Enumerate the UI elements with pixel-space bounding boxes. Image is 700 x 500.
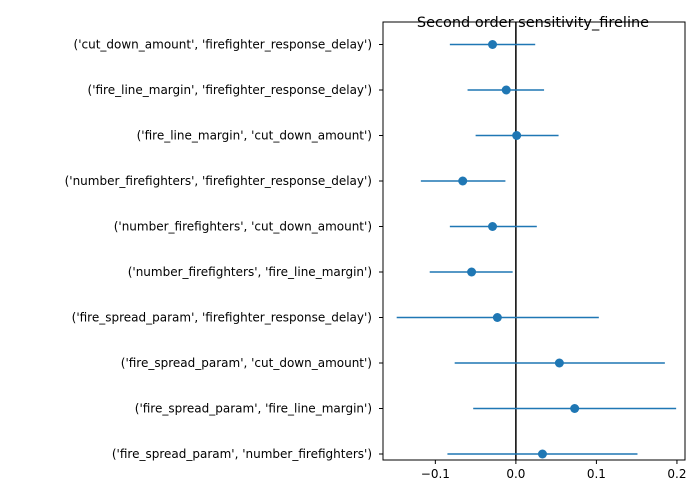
- data-point: [492, 313, 502, 322]
- data-point: [458, 176, 468, 186]
- data-point: [467, 267, 477, 277]
- y-tick-label: ('fire_spread_param', 'number_firefighte…: [112, 447, 372, 461]
- x-tick-label: −0.1: [421, 467, 450, 481]
- x-tick-label: 0.1: [587, 467, 606, 481]
- axes-frame: [382, 21, 686, 461]
- x-tick-label: 0.2: [667, 467, 686, 481]
- data-point: [512, 131, 522, 140]
- data-point: [537, 449, 547, 459]
- x-tick-label: 0.0: [506, 467, 525, 481]
- y-tick-label: ('fire_spread_param', 'cut_down_amount'): [121, 356, 372, 370]
- y-tick-label: ('fire_spread_param', 'firefighter_respo…: [72, 311, 372, 325]
- data-point: [488, 40, 498, 49]
- y-tick-label: ('number_firefighters', 'cut_down_amount…: [114, 220, 372, 234]
- y-tick-label: ('number_firefighters', 'fire_line_margi…: [128, 265, 372, 279]
- chart-title: Second order sensitivity_fireline: [417, 15, 649, 31]
- data-point: [501, 85, 511, 95]
- plot-area: −0.1 0.0 0.1 0.2 ('cut_down_amount', 'firefi…: [65, 22, 686, 481]
- y-tick-label: ('fire_spread_param', 'fire_line_margin'…: [135, 402, 372, 416]
- y-tick-label: ('fire_line_margin', 'firefighter_respon…: [88, 83, 372, 97]
- y-tick-label: ('number_firefighters', 'firefighter_res…: [65, 174, 372, 188]
- data-point: [554, 358, 564, 368]
- data-point: [488, 222, 498, 231]
- y-tick-label: ('cut_down_amount', 'firefighter_respons…: [74, 38, 372, 52]
- y-tick-label: ('fire_line_margin', 'cut_down_amount'): [137, 129, 372, 143]
- data-point: [570, 404, 580, 413]
